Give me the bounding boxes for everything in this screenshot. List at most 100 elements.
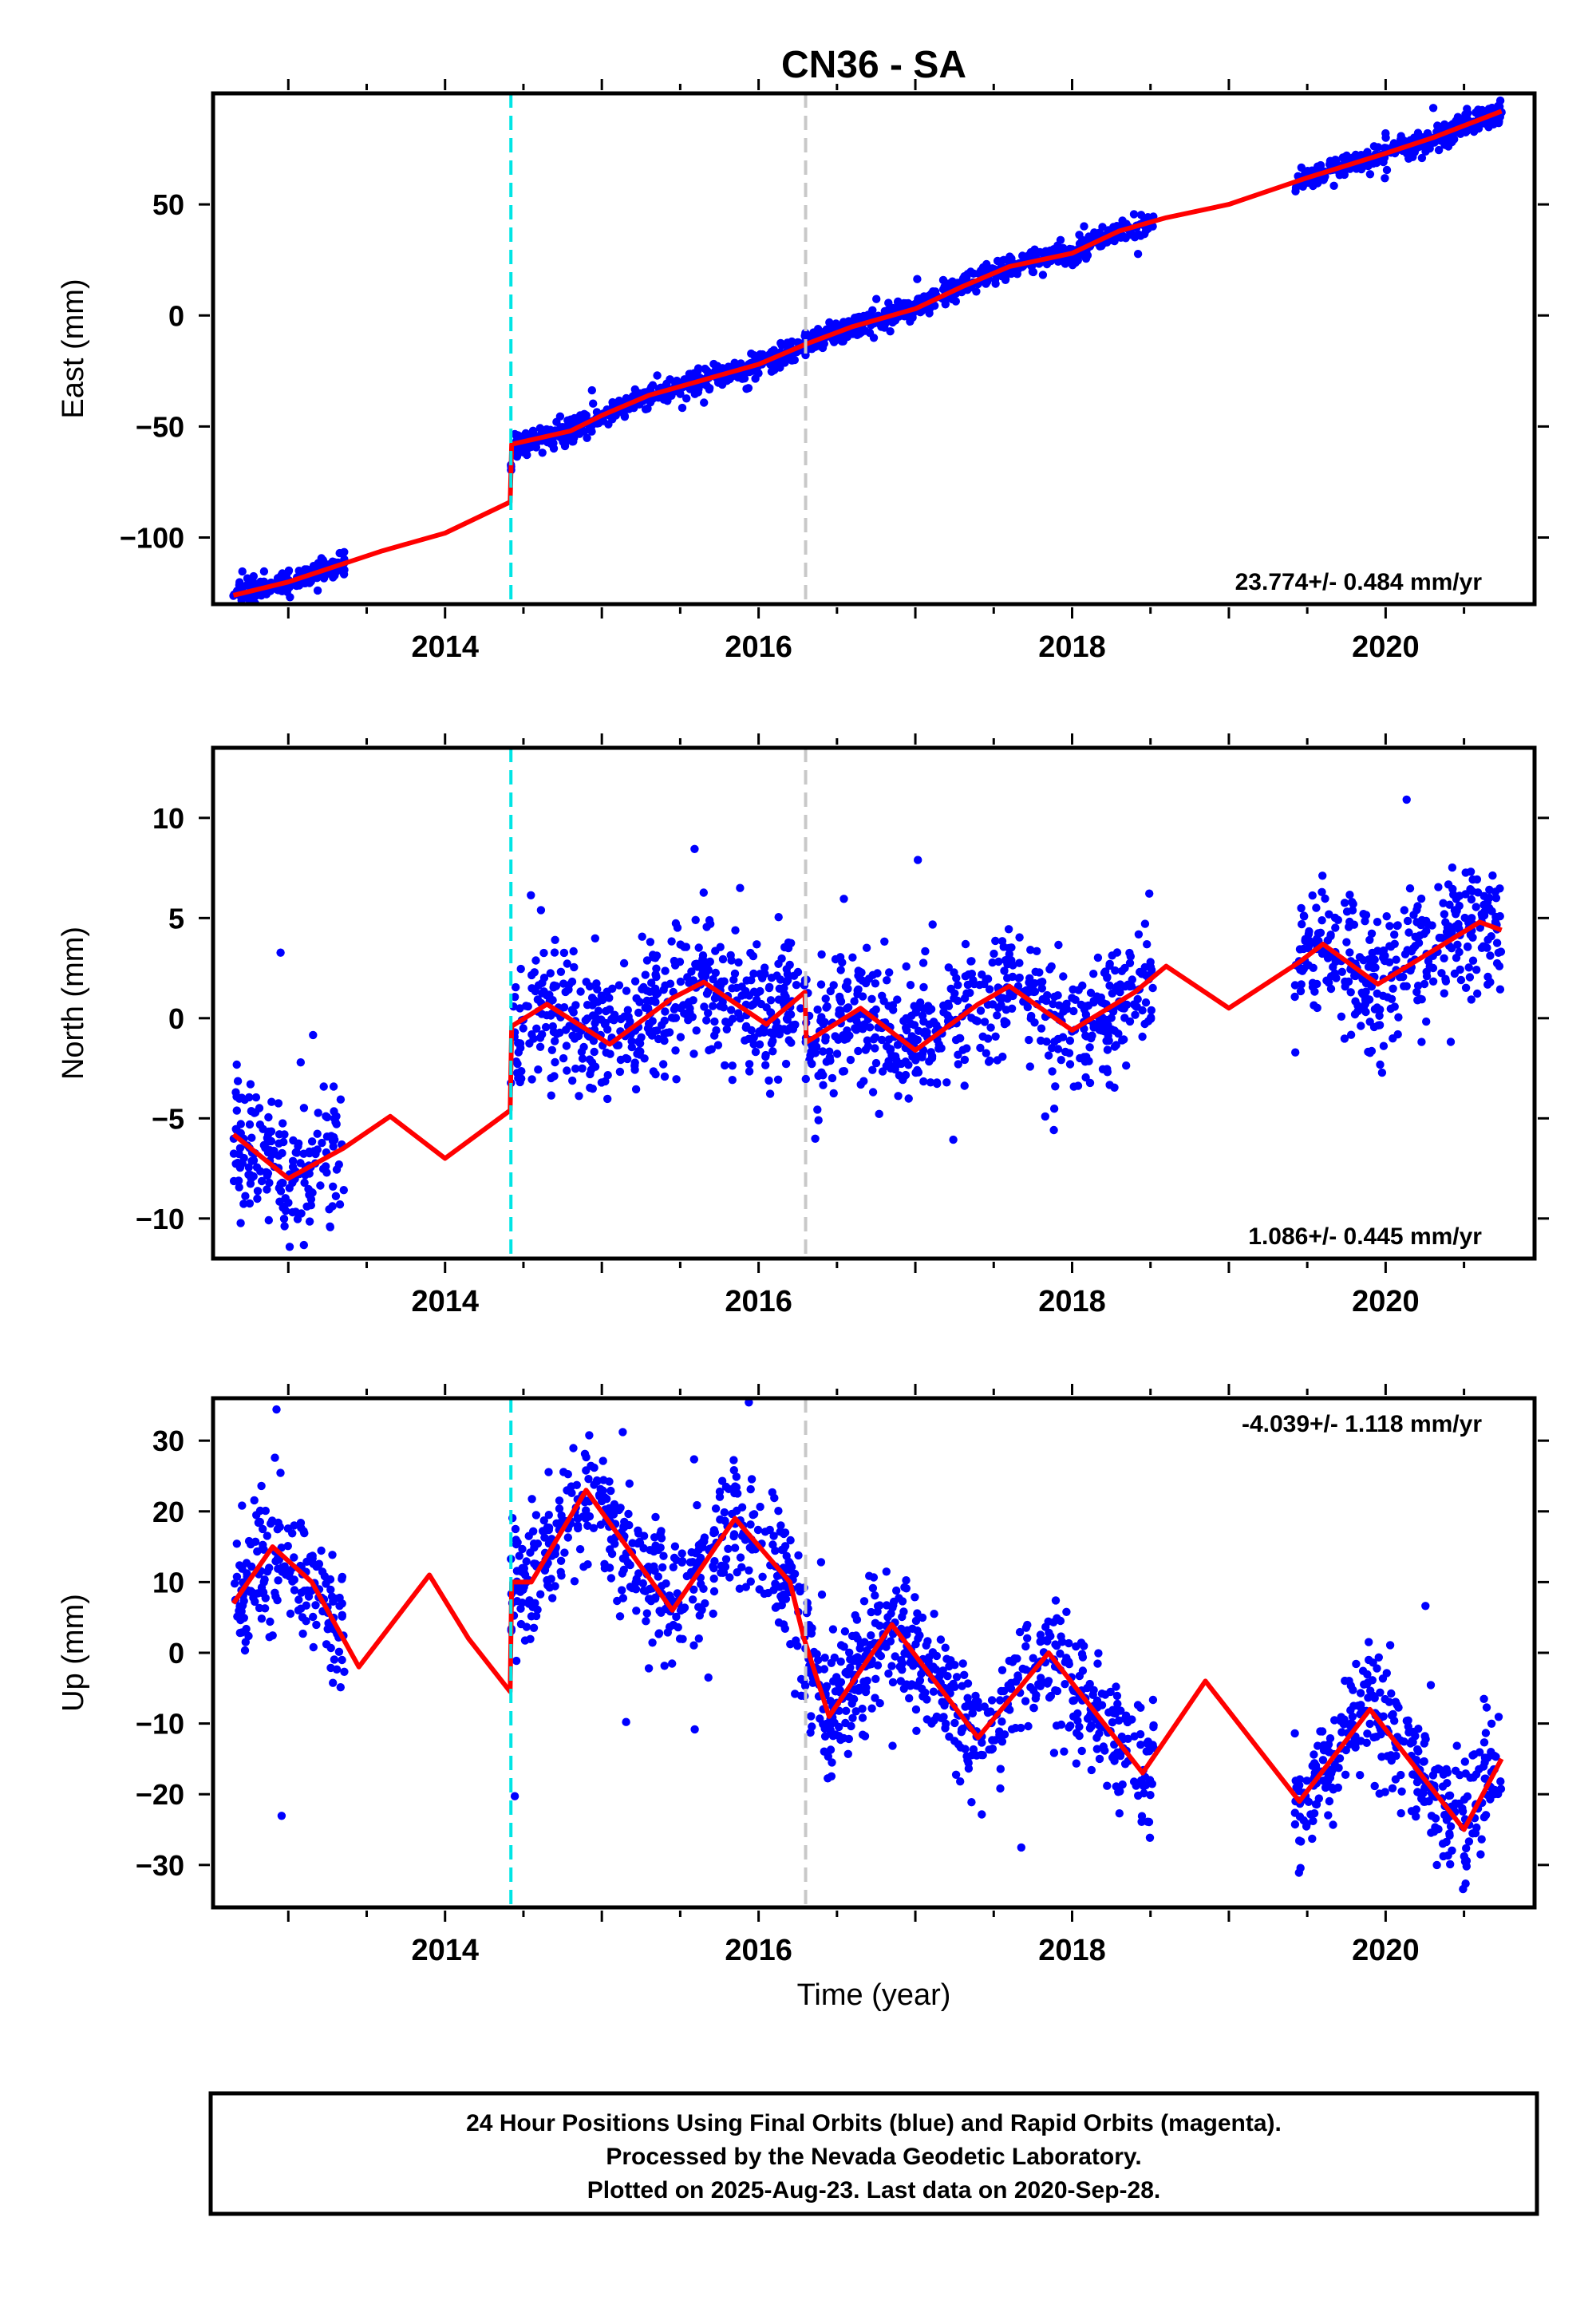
east-data-point: [230, 607, 238, 615]
up-data-point: [1118, 1780, 1127, 1789]
up-data-point: [235, 1607, 243, 1615]
up-data-point: [869, 1573, 879, 1582]
up-data-point: [729, 1531, 738, 1541]
up-data-point: [1472, 1823, 1481, 1832]
up-data-point: [862, 1683, 871, 1692]
up-data-point: [1065, 1660, 1074, 1669]
north-data-point: [561, 987, 570, 997]
north-data-point: [1145, 889, 1154, 898]
east-data-point: [1447, 132, 1456, 141]
north-data-point: [860, 1020, 869, 1029]
up-data-point: [512, 1656, 521, 1666]
east-data-point: [1075, 231, 1084, 239]
up-data-point: [697, 1606, 706, 1614]
east-data-point: [1098, 223, 1107, 231]
north-data-point: [725, 1018, 734, 1027]
east-data-point: [944, 279, 953, 288]
north-data-point: [1290, 992, 1299, 1002]
x-tick-label: 2016: [725, 1285, 792, 1318]
up-data-point: [1051, 1686, 1060, 1695]
up-data-point: [1394, 1703, 1403, 1712]
north-data-point: [245, 1199, 255, 1208]
east-data-point: [1494, 113, 1503, 123]
east-data-point: [737, 359, 745, 368]
up-data-point: [774, 1507, 783, 1516]
up-data-point: [737, 1563, 746, 1572]
north-data-point: [1061, 1047, 1070, 1057]
east-data-point: [1297, 163, 1306, 172]
up-data-point: [515, 1551, 523, 1560]
up-data-point: [1045, 1693, 1054, 1702]
north-data-point: [569, 1008, 578, 1017]
up-data-point: [1482, 1703, 1491, 1712]
north-data-point: [1416, 994, 1424, 1003]
north-data-point: [593, 998, 602, 1006]
north-data-point: [709, 974, 717, 984]
north-data-point: [1468, 875, 1477, 884]
up-data-point: [276, 1468, 285, 1477]
north-data-point: [1097, 998, 1106, 1007]
up-data-point: [239, 1596, 248, 1606]
north-data-point: [255, 1120, 265, 1129]
north-data-point: [1428, 963, 1438, 973]
up-data-point: [832, 1673, 841, 1682]
east-data-point: [678, 403, 687, 413]
north-data-point: [801, 1074, 810, 1084]
north-data-point: [667, 937, 676, 946]
up-data-point: [964, 1758, 973, 1768]
up-data-point: [776, 1521, 785, 1530]
north-data-point: [576, 987, 585, 996]
east-data-point: [801, 350, 810, 360]
north-data-point: [631, 1085, 641, 1094]
up-data-point: [875, 1699, 884, 1708]
north-data-point: [1035, 968, 1044, 977]
north-data-point: [646, 938, 655, 947]
up-data-point: [569, 1444, 578, 1452]
north-data-point: [1465, 973, 1475, 982]
up-data-point: [777, 1545, 786, 1555]
north-data-point: [1068, 994, 1077, 1002]
north-data-point: [1495, 985, 1505, 994]
up-data-point: [1479, 1738, 1489, 1747]
north-data-point: [1486, 951, 1495, 960]
north-data-point: [1365, 935, 1374, 945]
up-data-point: [340, 1667, 349, 1676]
up-data-point: [1108, 1753, 1117, 1762]
east-data-point: [1428, 104, 1438, 113]
north-data-point: [976, 1043, 985, 1053]
north-data-point: [831, 1032, 839, 1041]
east-data-point: [712, 364, 721, 373]
up-data-point: [273, 1595, 282, 1605]
up-data-point: [548, 1594, 557, 1603]
up-data-point: [930, 1610, 938, 1618]
north-data-point: [1147, 1014, 1156, 1023]
north-data-point: [236, 1219, 245, 1227]
north-data-point: [280, 1222, 289, 1231]
up-data-point: [650, 1547, 658, 1556]
up-data-point: [745, 1566, 753, 1575]
figure-title: CN36 - SA: [781, 44, 966, 86]
footer-frame: [208, 2091, 1539, 2216]
north-data-point: [949, 1135, 958, 1144]
north-data-point: [1062, 999, 1071, 1009]
up-data-point: [271, 1453, 279, 1462]
north-data-point: [1059, 972, 1068, 981]
up-data-point: [267, 1519, 275, 1528]
east-data-point: [528, 426, 538, 435]
north-data-point: [305, 1217, 314, 1226]
north-data-point: [749, 1040, 758, 1049]
up-data-point: [1023, 1634, 1032, 1642]
up-data-point: [232, 1539, 241, 1548]
north-data-point: [1131, 1010, 1140, 1019]
east-data-point: [1474, 124, 1483, 133]
up-data-point: [658, 1582, 666, 1591]
up-data-point: [326, 1643, 335, 1653]
north-data-point: [918, 958, 928, 967]
north-data-point: [1105, 959, 1114, 969]
up-data-point: [747, 1475, 757, 1484]
up-data-point: [1310, 1750, 1318, 1759]
up-data-point: [642, 1609, 651, 1618]
north-data-point: [627, 1042, 636, 1052]
up-data-point: [709, 1563, 718, 1573]
north-data-point: [300, 1178, 309, 1188]
